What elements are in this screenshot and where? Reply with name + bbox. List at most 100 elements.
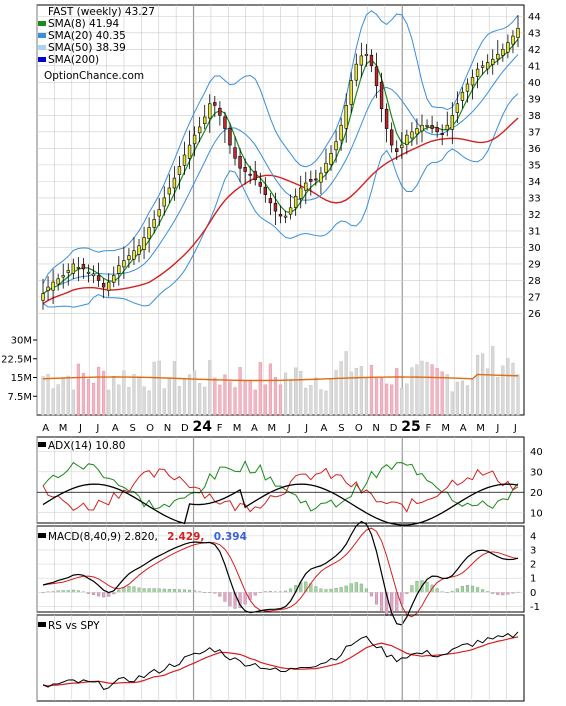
- volume-bar: [304, 387, 308, 416]
- volume-bar: [122, 370, 126, 416]
- macd-histogram-bar: [319, 588, 323, 593]
- x-tick-label: M: [59, 423, 68, 434]
- candle-body: [61, 275, 65, 278]
- volume-bar: [152, 361, 156, 416]
- price-grid: [36, 5, 524, 415]
- volume-bar: [344, 351, 348, 416]
- x-tick-label: O: [146, 423, 154, 434]
- candle-body: [203, 116, 207, 125]
- x-tick-label: F: [217, 423, 223, 434]
- volume-bar: [107, 389, 111, 416]
- candle-body: [162, 197, 166, 207]
- candle-body: [329, 153, 333, 165]
- x-tick-label: J: [78, 423, 82, 434]
- legend-swatch-sma50: [38, 45, 46, 50]
- volume-bar: [208, 360, 212, 416]
- volume-average-line: [42, 373, 519, 382]
- adx-legend-swatch: [38, 442, 46, 447]
- macd-histogram-bar: [112, 592, 116, 595]
- osc-tick-label: 0: [530, 588, 536, 599]
- candle-body: [41, 293, 45, 301]
- candle-body: [91, 273, 96, 277]
- candle-body: [218, 107, 222, 116]
- candle-body: [465, 83, 470, 92]
- volume-bar: [496, 377, 500, 416]
- candle-body: [309, 179, 313, 182]
- volume-bar: [81, 373, 86, 416]
- candle-body: [177, 166, 182, 175]
- candle-body: [243, 167, 247, 172]
- price-tick-label: 40: [528, 78, 541, 89]
- volume-bar: [364, 378, 368, 416]
- macd-histogram-bar: [354, 582, 358, 593]
- candle-body: [506, 42, 510, 53]
- macd-histogram-bar: [167, 588, 171, 593]
- candle-body: [354, 63, 358, 81]
- rs-legend-swatch: [38, 622, 46, 627]
- osc-tick-label: 30: [530, 467, 543, 478]
- volume-bar: [470, 379, 475, 416]
- macd-histogram-bar: [455, 588, 459, 593]
- plus-di-line: [42, 460, 519, 512]
- candle-body: [137, 245, 141, 255]
- candle-body: [450, 115, 454, 130]
- candle-body: [470, 77, 475, 86]
- macd-histogram-bar: [460, 586, 464, 593]
- candle-body: [299, 187, 303, 199]
- price-series: [41, 10, 520, 310]
- volume-bar: [283, 372, 288, 416]
- volume-bar: [172, 361, 176, 416]
- candle-body: [440, 133, 444, 135]
- macd-histogram-bar: [415, 581, 419, 593]
- osc-tick-label: -1: [530, 602, 540, 613]
- candle-body: [460, 91, 465, 101]
- volume-bar: [390, 384, 394, 416]
- macd-histogram-bar: [172, 589, 176, 593]
- volume-bar: [127, 387, 131, 416]
- candle-body: [112, 275, 116, 283]
- macd-histogram-bar: [501, 592, 505, 596]
- price-tick-label: 32: [528, 210, 541, 221]
- volume-bar: [430, 364, 434, 416]
- price-tick-label: 39: [528, 94, 541, 105]
- candle-body: [319, 172, 323, 183]
- volume-bar: [187, 374, 192, 416]
- price-tick-label: 31: [528, 226, 541, 237]
- watermark: OptionChance.com: [44, 70, 144, 82]
- candle-body: [293, 195, 298, 208]
- macd-histogram-bar: [289, 588, 293, 593]
- volume-bar: [228, 381, 232, 416]
- candle-body: [76, 266, 81, 269]
- adx-series: [37, 451, 524, 526]
- volume-bar: [420, 360, 424, 416]
- rs-title: RS vs SPY: [48, 620, 100, 632]
- macd-histogram-bar: [496, 592, 500, 595]
- volume-bar: [248, 380, 252, 416]
- legend-swatch-sma8: [38, 21, 46, 26]
- volume-bar: [369, 365, 374, 416]
- volume-bar: [218, 384, 222, 416]
- sma50-line: [42, 117, 519, 305]
- volume-bar: [450, 391, 454, 416]
- candle-body: [430, 125, 434, 129]
- macd-histogram-bar: [364, 588, 368, 593]
- legend-sma8: SMA(8) 41.94: [48, 18, 119, 30]
- x-tick-label: D: [181, 423, 189, 434]
- macd-histogram-bar: [91, 592, 96, 596]
- candle-body: [410, 131, 414, 139]
- volume-bar: [425, 362, 429, 416]
- candle-body: [46, 286, 50, 291]
- candle-body: [127, 255, 131, 260]
- candle-body: [445, 124, 449, 130]
- macd-histogram-bar: [162, 588, 166, 593]
- macd-histogram-bar: [97, 592, 101, 597]
- candle-body: [364, 53, 369, 56]
- price-tick-label: 29: [528, 259, 541, 270]
- volume-bar: [359, 366, 363, 416]
- volume-bar: [61, 377, 65, 416]
- candle-body: [268, 198, 273, 204]
- volume-bar: [465, 385, 470, 416]
- rs-average-line: [42, 636, 519, 687]
- volume-bar: [410, 367, 414, 416]
- minus-di-line: [42, 467, 519, 513]
